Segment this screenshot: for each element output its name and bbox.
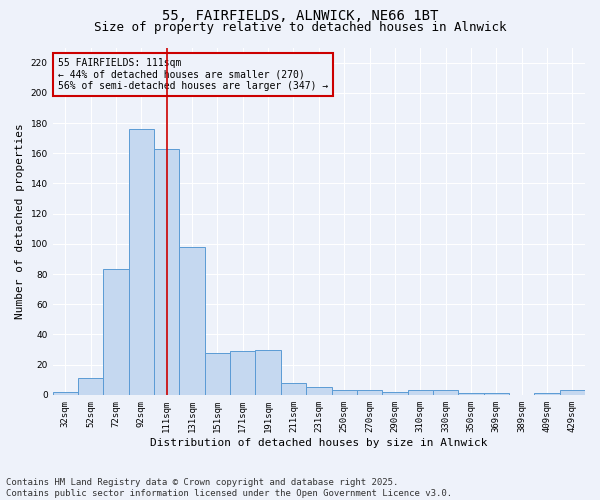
Bar — [256, 350, 281, 395]
Bar — [458, 394, 484, 395]
Bar — [357, 390, 382, 395]
Bar — [205, 352, 230, 395]
Bar — [433, 390, 458, 395]
Bar — [53, 392, 78, 395]
Bar — [535, 394, 560, 395]
Bar — [78, 378, 103, 395]
Bar — [154, 148, 179, 395]
Bar — [407, 390, 433, 395]
Bar — [179, 247, 205, 395]
Y-axis label: Number of detached properties: Number of detached properties — [15, 124, 25, 319]
Text: Size of property relative to detached houses in Alnwick: Size of property relative to detached ho… — [94, 21, 506, 34]
X-axis label: Distribution of detached houses by size in Alnwick: Distribution of detached houses by size … — [150, 438, 488, 448]
Bar — [129, 129, 154, 395]
Text: Contains HM Land Registry data © Crown copyright and database right 2025.
Contai: Contains HM Land Registry data © Crown c… — [6, 478, 452, 498]
Bar — [281, 383, 306, 395]
Bar — [332, 390, 357, 395]
Bar — [382, 392, 407, 395]
Bar — [560, 390, 585, 395]
Bar — [230, 351, 256, 395]
Bar — [306, 388, 332, 395]
Bar — [484, 394, 509, 395]
Bar — [103, 270, 129, 395]
Text: 55, FAIRFIELDS, ALNWICK, NE66 1BT: 55, FAIRFIELDS, ALNWICK, NE66 1BT — [162, 9, 438, 23]
Text: 55 FAIRFIELDS: 111sqm
← 44% of detached houses are smaller (270)
56% of semi-det: 55 FAIRFIELDS: 111sqm ← 44% of detached … — [58, 58, 328, 91]
